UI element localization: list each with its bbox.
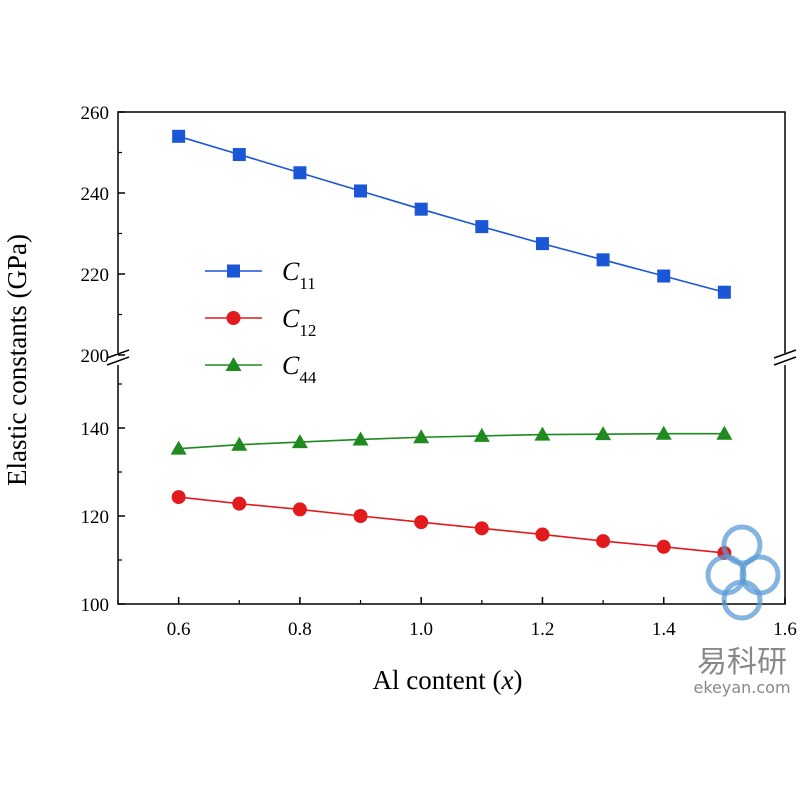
data-point [474, 521, 489, 536]
legend-item: C11 [205, 257, 316, 293]
legend-item: C44 [205, 351, 317, 387]
data-point [596, 253, 610, 267]
data-point [170, 440, 187, 455]
data-point [655, 425, 672, 440]
data-point [717, 285, 731, 299]
legend-marker [225, 357, 242, 371]
data-point [354, 184, 368, 198]
y-tick-label: 260 [81, 103, 110, 124]
data-point [657, 269, 671, 283]
y-tick-label: 140 [81, 419, 110, 440]
x-tick-label: 1.0 [409, 619, 433, 640]
x-tick-label: 1.6 [773, 619, 797, 640]
watermark-cn: 易科研 [697, 645, 787, 680]
y-tick-label: 240 [81, 184, 110, 205]
x-tick-label: 0.6 [167, 619, 191, 640]
series-c12 [171, 490, 732, 560]
data-point [413, 429, 430, 444]
data-point [414, 515, 429, 530]
y-axis-title: Elastic constants (GPa) [2, 234, 32, 486]
data-point [291, 434, 308, 449]
data-point [656, 539, 671, 554]
legend-marker [227, 264, 240, 278]
series-line [178, 135, 725, 293]
data-point [352, 431, 369, 446]
data-point [596, 534, 611, 549]
data-point [535, 237, 549, 251]
series-line [178, 432, 725, 450]
data-point [293, 166, 307, 180]
axis-break [106, 349, 797, 366]
x-axis-title: Al content (x) [373, 665, 523, 695]
x-tick-label: 1.4 [652, 619, 676, 640]
legend-label: C44 [282, 351, 317, 387]
y-tick-label: 100 [81, 595, 110, 616]
legend-label: C12 [282, 304, 316, 340]
data-point [172, 129, 186, 143]
data-point [414, 202, 428, 216]
data-point [232, 496, 247, 511]
data-point [534, 426, 551, 441]
legend-label: C11 [282, 257, 316, 293]
data-point [535, 527, 550, 542]
y-tick-label: 200 [81, 346, 110, 367]
y-tick-label: 120 [81, 507, 110, 528]
x-tick-label: 1.2 [531, 619, 555, 640]
watermark-en: ekeyan.com [693, 678, 790, 697]
data-point [475, 220, 489, 234]
series-c44 [170, 425, 733, 455]
data-point [171, 490, 186, 505]
legend: C11 C12 C44 [205, 257, 317, 387]
plot-area [117, 111, 786, 605]
y-tick-label: 220 [81, 265, 110, 286]
series-line [178, 496, 725, 554]
x-tick-label: 0.8 [288, 619, 312, 640]
data-point [595, 426, 612, 441]
series-c11 [172, 129, 731, 299]
legend-marker [226, 311, 241, 325]
data-point [232, 148, 246, 162]
data-point [353, 509, 368, 523]
data-point [231, 436, 248, 451]
data-point [716, 425, 733, 440]
data-point [292, 502, 307, 517]
data-point [473, 427, 490, 442]
legend-item: C12 [205, 304, 316, 340]
